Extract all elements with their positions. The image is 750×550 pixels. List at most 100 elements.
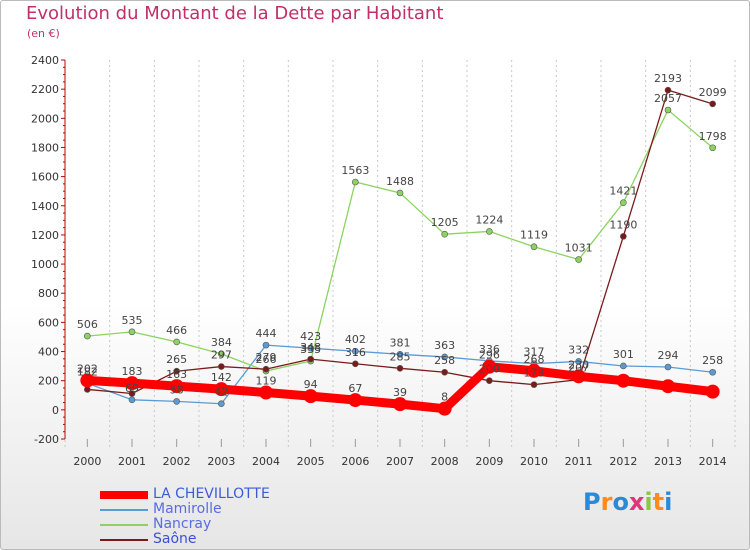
data-label: 296 — [479, 349, 500, 362]
data-point — [530, 381, 538, 388]
logo-letter: i — [644, 488, 653, 516]
logo-letter: P — [583, 488, 601, 516]
chart-title: Evolution du Montant de la Dette par Hab… — [26, 3, 444, 24]
data-label: 2057 — [654, 92, 682, 105]
data-label: 1031 — [565, 242, 593, 255]
x-tick-label: 2010 — [520, 455, 548, 468]
y-tick-label: 1800 — [31, 141, 59, 154]
data-point — [620, 362, 627, 370]
y-tick-label: 1400 — [31, 200, 59, 213]
data-label: 1488 — [386, 175, 414, 188]
data-point — [709, 100, 716, 108]
data-label: 1119 — [520, 229, 548, 242]
data-point — [527, 363, 541, 378]
data-point — [218, 363, 225, 370]
data-point — [705, 384, 720, 399]
y-tick-label: 0 — [52, 404, 59, 417]
data-point — [661, 379, 675, 394]
data-point — [352, 347, 359, 355]
data-label: 2193 — [654, 72, 682, 85]
data-point — [125, 376, 139, 391]
data-point — [262, 365, 270, 373]
data-label: 316 — [345, 346, 366, 359]
x-tick-label: 2011 — [565, 455, 593, 468]
data-label: 94 — [304, 378, 318, 391]
data-label: 202 — [77, 362, 98, 375]
data-point — [348, 393, 363, 408]
data-point — [620, 199, 627, 207]
data-label: 42 — [214, 386, 228, 399]
data-label: 207 — [568, 362, 589, 375]
chart-subtitle: (en €) — [27, 27, 60, 40]
x-tick-label: 2001 — [118, 455, 146, 468]
data-point — [307, 355, 314, 363]
data-label: 258 — [434, 354, 455, 367]
data-point — [169, 379, 184, 394]
y-tick-label: 1000 — [31, 258, 59, 271]
data-point — [441, 230, 448, 238]
data-point — [128, 390, 136, 397]
legend-label: Nancray — [153, 516, 212, 532]
y-tick-label: 1200 — [31, 229, 59, 242]
data-point — [396, 351, 404, 358]
logo-letter: i — [664, 488, 673, 516]
data-label: 183 — [122, 365, 143, 378]
data-label: 69 — [125, 382, 139, 395]
data-point — [84, 332, 91, 340]
data-point — [441, 353, 448, 361]
x-tick-label: 2003 — [207, 455, 235, 468]
legend-label: Mamirolle — [153, 501, 222, 517]
y-tick-label: 200 — [38, 375, 59, 388]
data-label: 285 — [390, 350, 411, 363]
data-point — [218, 350, 225, 358]
data-label: 2099 — [699, 86, 727, 99]
data-point — [437, 401, 452, 416]
data-label: 1224 — [475, 213, 503, 226]
data-label: 1190 — [609, 218, 637, 231]
data-label: 348 — [300, 341, 321, 354]
x-tick-label: 2000 — [73, 455, 101, 468]
data-point — [616, 373, 631, 388]
y-tick-label: -200 — [34, 433, 59, 446]
data-label: 182 — [77, 365, 98, 378]
data-label: 163 — [166, 368, 187, 381]
legend-label: LA CHEVILLOTTE — [153, 486, 270, 502]
data-point — [173, 367, 180, 375]
data-point — [259, 385, 273, 400]
data-point — [303, 389, 318, 404]
data-label: 402 — [345, 333, 366, 346]
data-point — [393, 397, 407, 412]
data-label: 332 — [568, 343, 589, 356]
data-label: 466 — [166, 324, 187, 337]
x-tick-label: 2002 — [163, 455, 191, 468]
proxiti-logo: Proxiti — [583, 488, 672, 516]
x-tick-label: 2005 — [297, 455, 325, 468]
data-label: 1563 — [341, 164, 369, 177]
data-label: 173 — [524, 367, 545, 380]
x-tick-label: 2006 — [341, 455, 369, 468]
data-point — [352, 178, 359, 186]
data-point — [173, 398, 180, 405]
data-label: 67 — [348, 382, 362, 395]
x-tick-label: 2009 — [475, 455, 503, 468]
data-label: 39 — [393, 386, 407, 399]
data-label: 444 — [256, 327, 277, 340]
logo-letter: x — [628, 488, 645, 516]
data-point — [575, 256, 582, 263]
x-tick-label: 2012 — [609, 455, 637, 468]
data-point — [218, 400, 225, 408]
data-label: 142 — [211, 371, 232, 384]
data-label: 258 — [702, 354, 723, 367]
data-point — [396, 365, 404, 372]
data-label: 535 — [122, 314, 143, 327]
data-label: 423 — [300, 330, 321, 343]
logo-letter: o — [612, 488, 629, 516]
data-label: 200 — [479, 363, 500, 376]
x-tick-label: 2013 — [654, 455, 682, 468]
data-label: 363 — [434, 339, 455, 352]
data-point — [664, 363, 672, 371]
data-point — [530, 243, 538, 251]
y-tick-label: 2000 — [31, 112, 59, 125]
